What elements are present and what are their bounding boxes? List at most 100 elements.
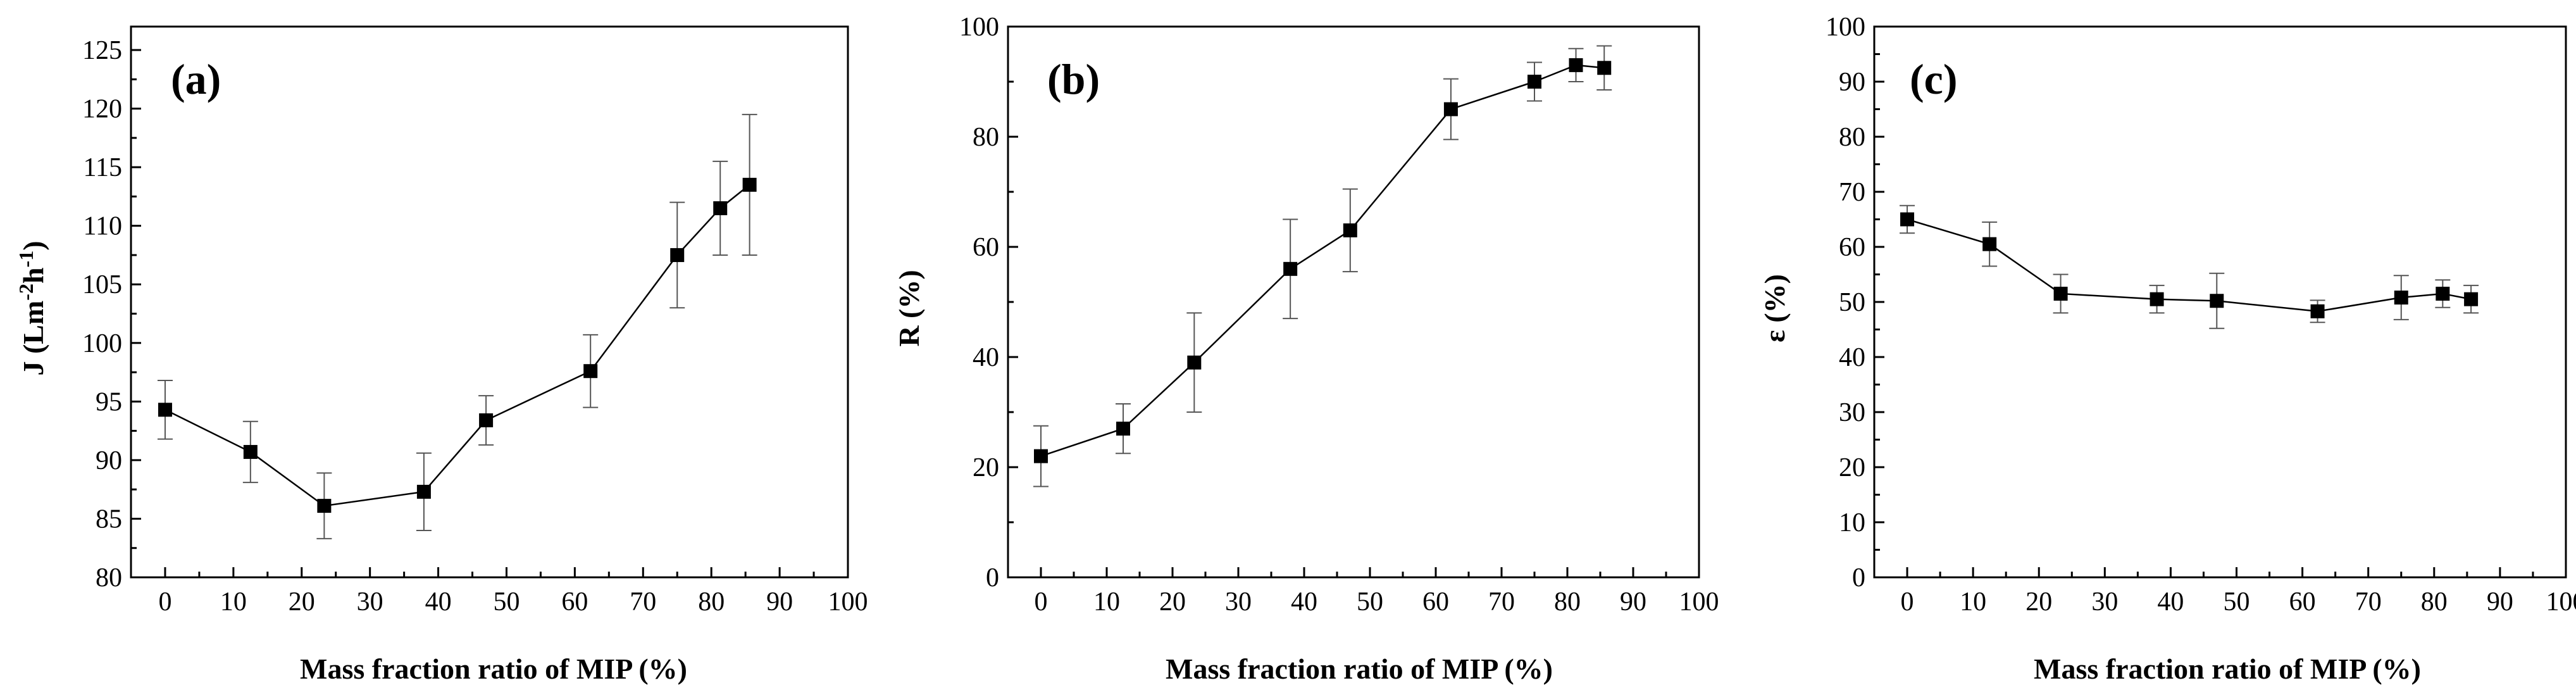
panel-c-x-axis-title: Mass fraction ratio of MIP (%) bbox=[2034, 653, 2421, 685]
panel-a-data-point bbox=[742, 177, 757, 192]
panel-a-y-title-mid: h bbox=[17, 267, 49, 284]
panel-c-y-tick-label: 0 bbox=[1852, 563, 1865, 593]
panel-b-x-tick-label: 70 bbox=[1488, 587, 1515, 617]
panel-b-label: (b) bbox=[1047, 55, 1100, 103]
panel-a-y-title-end: ) bbox=[17, 241, 49, 250]
panel-a-data-point bbox=[416, 484, 431, 499]
panel-a-y-title-sup1: -2 bbox=[15, 284, 37, 301]
panel-c-x-tick-label: 90 bbox=[2487, 587, 2513, 617]
panel-a-x-tick-label: 20 bbox=[289, 587, 315, 617]
panel-a-x-tick-label: 100 bbox=[828, 587, 868, 617]
panel-a-data-point bbox=[317, 499, 332, 513]
panel-c-y-tick-label: 20 bbox=[1839, 453, 1865, 482]
panel-a-data-point bbox=[670, 248, 685, 262]
panel-b-x-tick-label: 0 bbox=[1035, 587, 1048, 617]
panel-a-y-tick-label: 80 bbox=[96, 563, 122, 593]
panel-c-x-tick-label: 60 bbox=[2289, 587, 2316, 617]
panel-a-y-tick-label: 125 bbox=[82, 36, 122, 65]
panel-a-data-point bbox=[583, 364, 598, 379]
panel-a-data-point bbox=[243, 444, 258, 459]
panel-a-y-tick-label: 105 bbox=[82, 270, 122, 299]
panel-c-y-tick-label: 90 bbox=[1839, 68, 1865, 97]
panel-a-x-tick-label: 10 bbox=[220, 587, 247, 617]
panel-c-data-point bbox=[2310, 304, 2325, 318]
panel-b-data-point bbox=[1187, 355, 1202, 370]
panel-c-x-tick-label: 20 bbox=[2025, 587, 2052, 617]
panel-b-x-tick-label: 40 bbox=[1291, 587, 1317, 617]
panel-a-x-axis-title: Mass fraction ratio of MIP (%) bbox=[300, 653, 687, 685]
panel-a: (a) Mass fraction ratio of MIP (%) J (Lm… bbox=[15, 25, 868, 685]
panel-c-data-point bbox=[2464, 292, 2479, 306]
panel-c-y-tick-label: 40 bbox=[1839, 343, 1865, 372]
panel-b-x-tick-label: 80 bbox=[1554, 587, 1581, 617]
panel-c-data-point bbox=[1900, 212, 1915, 227]
panel-b-x-tick-label: 10 bbox=[1093, 587, 1120, 617]
panel-a-y-axis-title: J (Lm-2h-1) bbox=[15, 241, 49, 375]
panel-a-y-tick-label: 120 bbox=[82, 95, 122, 124]
panel-b-x-tick-label: 60 bbox=[1422, 587, 1449, 617]
panel-b-x-tick-label: 90 bbox=[1620, 587, 1646, 617]
panel-b-data-point bbox=[1528, 75, 1541, 89]
panel-b-data-point bbox=[1116, 422, 1130, 436]
panel-a-label: (a) bbox=[171, 55, 221, 103]
panel-c-y-tick-label: 80 bbox=[1839, 123, 1865, 152]
panel-a-y-title-main: J (Lm bbox=[17, 301, 49, 376]
panel-c-x-tick-label: 70 bbox=[2355, 587, 2382, 617]
panel-b-y-axis-title: R (%) bbox=[893, 270, 925, 346]
panel-a-x-tick-label: 30 bbox=[357, 587, 383, 617]
panel-c-data-point bbox=[2150, 292, 2164, 306]
panel-c-x-tick-label: 50 bbox=[2224, 587, 2250, 617]
panel-a-data-point bbox=[479, 413, 494, 427]
panel-c-data-point bbox=[1982, 237, 1997, 251]
panel-a-y-tick-label: 85 bbox=[96, 505, 122, 534]
panel-b-data-point bbox=[1597, 61, 1612, 75]
panel-b-data-point bbox=[1569, 58, 1583, 72]
panel-b-x-axis-title: Mass fraction ratio of MIP (%) bbox=[1166, 653, 1553, 685]
panel-b-y-tick-label: 80 bbox=[973, 123, 999, 152]
panel-b-data-point bbox=[1443, 102, 1458, 116]
panel-b-y-tick-label: 60 bbox=[973, 233, 999, 262]
panel-b-data-point bbox=[1283, 261, 1298, 276]
panel-a-y-tick-label: 90 bbox=[96, 446, 122, 475]
panel-c: (c) Mass fraction ratio of MIP (%) ε (%)… bbox=[1758, 13, 2576, 685]
panel-a-x-tick-label: 80 bbox=[698, 587, 725, 617]
panel-b-x-tick-label: 20 bbox=[1159, 587, 1186, 617]
panel-a-x-tick-label: 0 bbox=[158, 587, 171, 617]
panel-a-plot-frame bbox=[130, 25, 849, 579]
panel-b-data-point bbox=[1034, 449, 1048, 463]
panel-b: (b) Mass fraction ratio of MIP (%) R (%)… bbox=[893, 13, 1719, 685]
panel-c-data-point bbox=[2436, 286, 2450, 301]
panel-a-y-tick-label: 100 bbox=[82, 329, 122, 358]
panel-c-data-point bbox=[2394, 291, 2408, 305]
panel-c-y-tick-label: 100 bbox=[1826, 13, 1865, 42]
panel-c-x-tick-label: 0 bbox=[1901, 587, 1914, 617]
panel-a-y-tick-label: 110 bbox=[84, 212, 122, 241]
panel-a-x-tick-label: 90 bbox=[766, 587, 793, 617]
panel-c-x-tick-label: 80 bbox=[2421, 587, 2448, 617]
panel-a-y-tick-label: 115 bbox=[84, 153, 122, 182]
panel-c-x-tick-label: 30 bbox=[2091, 587, 2118, 617]
panel-c-y-tick-label: 70 bbox=[1839, 178, 1865, 207]
panel-b-plot-frame bbox=[1007, 25, 1700, 579]
panel-c-y-tick-label: 60 bbox=[1839, 233, 1865, 262]
panel-c-x-tick-label: 10 bbox=[1960, 587, 1986, 617]
panel-c-data-point bbox=[2210, 294, 2224, 308]
panel-c-y-tick-label: 30 bbox=[1839, 398, 1865, 427]
panel-b-x-tick-label: 100 bbox=[1679, 587, 1719, 617]
panel-a-x-tick-label: 50 bbox=[493, 587, 520, 617]
panel-b-data-point bbox=[1343, 223, 1357, 237]
panel-b-x-tick-label: 30 bbox=[1225, 587, 1252, 617]
panel-c-y-axis-title: ε (%) bbox=[1758, 274, 1791, 342]
panel-b-y-tick-label: 20 bbox=[973, 453, 999, 482]
panel-c-label: (c) bbox=[1910, 55, 1957, 103]
panel-a-y-title-sup2: -1 bbox=[15, 251, 37, 268]
panel-a-data-point bbox=[158, 403, 172, 417]
panel-b-y-tick-label: 100 bbox=[959, 13, 999, 42]
panel-b-series-line bbox=[1040, 64, 1605, 457]
panel-b-y-tick-label: 0 bbox=[986, 563, 999, 593]
panel-c-x-tick-label: 40 bbox=[2157, 587, 2184, 617]
panel-a-x-tick-label: 40 bbox=[425, 587, 452, 617]
panel-b-x-tick-label: 50 bbox=[1357, 587, 1383, 617]
panel-b-y-tick-label: 40 bbox=[973, 343, 999, 372]
